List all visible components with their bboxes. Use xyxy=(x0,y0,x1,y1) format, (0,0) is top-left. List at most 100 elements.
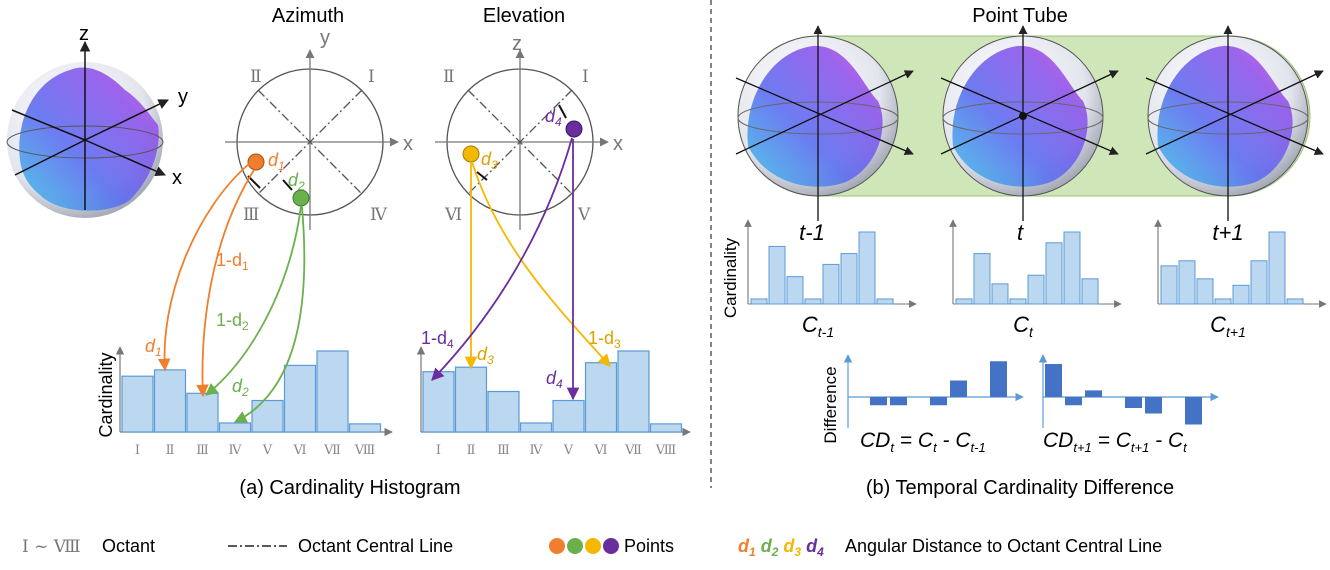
difference-bar xyxy=(950,380,967,397)
difference-bar xyxy=(870,397,887,406)
temporal-ylabel: Cardinality xyxy=(721,237,740,318)
difference-bar xyxy=(990,361,1007,397)
azimuth-hist-tick-label: Ⅶ xyxy=(323,443,341,458)
azimuth-hist-bar xyxy=(121,375,154,433)
elevation-hist-bar xyxy=(649,423,683,433)
label-1-d2: 1-d2 xyxy=(216,310,249,333)
temporal-hist-bar xyxy=(991,283,1009,305)
difference-bar xyxy=(1145,397,1162,414)
difference-histograms: Difference CDt = Ct - Ct-1 CDt+1 = Ct+1 … xyxy=(821,354,1219,455)
temporal-hist-bar xyxy=(1009,298,1027,305)
tube-y-axis xyxy=(940,70,1119,155)
difference-ylabel: Difference xyxy=(821,366,840,443)
elevation-hist-bar xyxy=(552,399,585,433)
elevation-hist-bar xyxy=(519,422,553,433)
difference-bar xyxy=(1085,390,1102,397)
azimuth-d1-label: d1 xyxy=(268,150,285,173)
azimuth-hist-bars xyxy=(121,350,382,433)
elevation-hist-tick-label: Ⅶ xyxy=(624,443,642,458)
azimuth-central-line-2 xyxy=(257,89,363,195)
elevation-hist-bars xyxy=(422,350,683,433)
azimuth-x-label: x xyxy=(403,133,413,155)
elevation-hist-tick-label: Ⅷ xyxy=(655,443,676,458)
azimuth-hist-tick-label: Ⅵ xyxy=(292,443,306,458)
azimuth-hist-tick-label: Ⅴ xyxy=(262,443,273,458)
arrow-purple-1-d4 xyxy=(431,137,573,381)
azimuth-hist-tick-label: Ⅷ xyxy=(354,443,375,458)
elevation-octant-I: Ⅰ xyxy=(582,67,589,87)
temporal-hist-bar xyxy=(822,263,840,305)
elevation-octant-VI: Ⅵ xyxy=(444,205,462,225)
label-1-d1: 1-d1 xyxy=(216,250,249,273)
arrow-green-1-d2 xyxy=(205,205,302,396)
azimuth-hist-bar xyxy=(251,399,284,433)
tube-sphere xyxy=(735,25,914,221)
z-label-3d: z xyxy=(79,23,89,45)
azimuth-octant-III: Ⅲ xyxy=(243,205,259,225)
legend-point-green xyxy=(567,538,583,554)
temporal-hist-bar xyxy=(1250,260,1268,305)
elevation-hist-bar xyxy=(454,366,488,433)
temporal-histograms: Cardinality Ct-1 Ct Ct+1 xyxy=(721,219,1327,340)
elevation-hist-tick-label: Ⅲ xyxy=(497,443,510,458)
temporal-hist-bar xyxy=(768,245,786,305)
legend-point-orange xyxy=(549,538,565,554)
tube-y-axis xyxy=(1145,70,1324,155)
arrow-orange-d1 xyxy=(157,162,251,372)
d2-distance-tick xyxy=(282,179,293,191)
elevation-hist-tick-label: Ⅴ xyxy=(563,443,574,458)
label-1-d3: 1-d3 xyxy=(588,328,621,351)
time-label-next: t+1 xyxy=(1212,220,1243,245)
point-orange xyxy=(247,153,265,171)
point-purple xyxy=(565,120,583,138)
elevation-hist-bar xyxy=(422,371,455,433)
temporal-hist-group xyxy=(744,219,1327,308)
difference-bar xyxy=(930,397,947,406)
difference-bar xyxy=(890,397,907,406)
azimuth-hist-ylabel: Cardinality xyxy=(96,352,116,437)
legend-central-line-text: Octant Central Line xyxy=(298,536,453,556)
tube-y-axis xyxy=(735,70,914,155)
label-d1: d1 xyxy=(145,336,162,359)
assignment-arrows: 1-d1 1-d2 d1 d2 1-d4 d3 1-d3 d4 xyxy=(145,137,621,423)
azimuth-hist-bar xyxy=(186,392,219,433)
temporal-hist-bar xyxy=(1196,278,1214,305)
point-tube-panel: Point Tube t-1 t t+1 xyxy=(735,5,1324,245)
elevation-octant-V: Ⅴ xyxy=(577,205,591,225)
caption-a: (a) Cardinality Histogram xyxy=(239,477,460,499)
d3-distance-tick xyxy=(476,171,488,181)
label-c-t-1: Ct-1 xyxy=(802,312,834,340)
azimuth-hist-tick-label: Ⅳ xyxy=(229,443,243,458)
temporal-hist-bar xyxy=(858,231,876,305)
y-label-3d: y xyxy=(178,86,188,108)
x-label-3d: x xyxy=(172,167,182,189)
difference-bar xyxy=(1065,397,1082,406)
elevation-title: Elevation xyxy=(483,5,565,27)
arrow-green-d2 xyxy=(233,206,306,423)
label-d4: d4 xyxy=(546,368,563,391)
azimuth-hist-bar xyxy=(316,350,349,433)
legend-point-yellow xyxy=(585,538,601,554)
point-cloud-blob xyxy=(19,67,159,211)
label-c-t: Ct xyxy=(1013,312,1034,340)
azimuth-octant-I: Ⅰ xyxy=(368,67,375,87)
azimuth-hist-tick-label: Ⅲ xyxy=(196,443,209,458)
azimuth-title: Azimuth xyxy=(272,5,344,27)
label-d3: d3 xyxy=(477,344,494,367)
temporal-hist-bar xyxy=(786,276,804,305)
neg-x-axis-3d xyxy=(11,109,86,141)
temporal-hist-bar xyxy=(1268,231,1286,305)
temporal-hist-bar xyxy=(1286,298,1304,305)
neg-y-axis-3d xyxy=(14,139,86,176)
legend-points-text: Points xyxy=(624,536,674,556)
elevation-hist-tick-label: Ⅰ xyxy=(436,443,441,458)
cd-t-formula: CDt = Ct - Ct-1 xyxy=(860,429,986,455)
label-d2: d2 xyxy=(232,376,249,399)
legend: Ⅰ ~ Ⅷ Octant Octant Central Line Points … xyxy=(22,536,1162,559)
elevation-hist-bar xyxy=(584,362,618,433)
elevation-hist-tick-label: Ⅱ xyxy=(467,443,476,458)
temporal-hist-bar xyxy=(1045,242,1063,305)
